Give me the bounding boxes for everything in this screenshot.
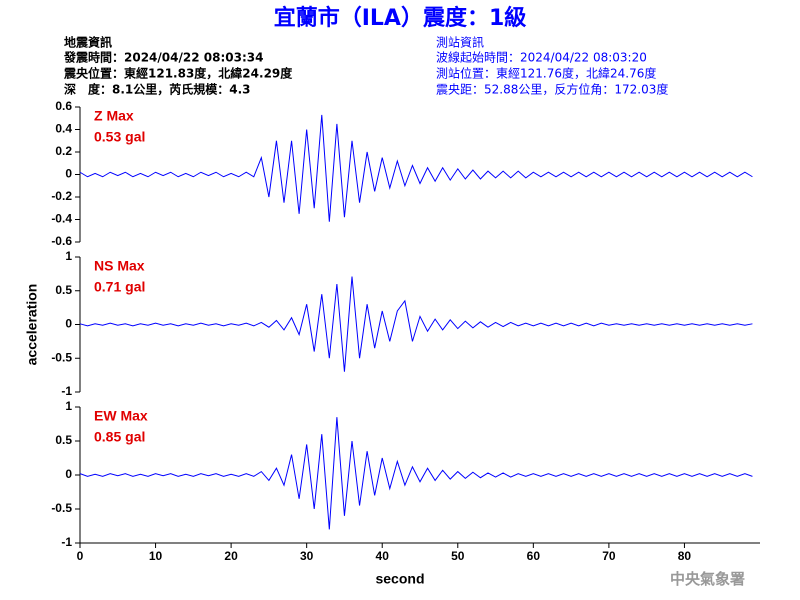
info-line: 地震資訊 [64, 35, 112, 50]
max-label: 0.53 gal [94, 129, 145, 145]
y-tick-label: 0.6 [55, 99, 72, 113]
panel-label: Z Max [94, 108, 134, 124]
max-label: 0.71 gal [94, 279, 145, 295]
y-tick-label: -0.5 [51, 501, 72, 515]
waveform [79, 417, 753, 530]
footer: 中央氣象署 [670, 570, 745, 588]
x-tick-label: 30 [300, 549, 314, 563]
y-tick-label: 0.5 [55, 433, 72, 447]
y-tick-label: 0.5 [55, 283, 72, 297]
x-tick-label: 50 [451, 549, 465, 563]
y-tick-label: -0.5 [51, 350, 72, 364]
waveform [79, 114, 753, 222]
y-tick-label: 0 [65, 167, 72, 181]
info-line: 測站位置：東經121.76度，北緯24.76度 [436, 66, 656, 81]
y-tick-label: 0.2 [55, 144, 72, 158]
y-tick-label: -0.6 [51, 234, 72, 248]
info-line: 震央位置：東經121.83度，北緯24.29度 [64, 66, 293, 81]
x-axis-label: second [375, 571, 424, 587]
y-tick-label: -0.4 [51, 212, 72, 226]
y-tick-label: -1 [61, 384, 72, 398]
chart-title: 宜蘭市（ILA）震度：1級 [274, 5, 527, 31]
y-tick-label: 0 [65, 317, 72, 331]
info-line: 震央距：52.88公里，反方位角：172.03度 [436, 82, 668, 97]
y-tick-label: 0.4 [55, 122, 72, 136]
max-label: 0.85 gal [94, 429, 145, 445]
y-tick-label: 1 [65, 399, 72, 413]
info-line: 測站資訊 [436, 35, 484, 50]
x-tick-label: 10 [149, 549, 163, 563]
x-tick-label: 70 [602, 549, 616, 563]
x-tick-label: 0 [77, 549, 84, 563]
x-tick-label: 80 [678, 549, 692, 563]
x-tick-label: 40 [376, 549, 390, 563]
info-line: 發震時間：2024/04/22 08:03:34 [63, 50, 263, 65]
y-tick-label: -1 [61, 535, 72, 549]
left-info: 地震資訊 發震時間：2024/04/22 08:03:34 震央位置：東經121… [63, 35, 293, 97]
y-tick-label: 1 [65, 249, 72, 263]
y-axis-label: acceleration [24, 284, 40, 366]
panel-label: NS Max [94, 258, 145, 274]
y-tick-label: -0.2 [51, 189, 72, 203]
x-tick-label: 60 [527, 549, 541, 563]
panel-label: EW Max [94, 408, 148, 424]
right-info: 測站資訊 波線起始時間：2024/04/22 08:03:20 測站位置：東經1… [436, 35, 668, 97]
waveform [79, 276, 753, 372]
info-line: 波線起始時間：2024/04/22 08:03:20 [436, 50, 647, 65]
info-line: 深 度：8.1公里，芮氏規模：4.3 [64, 82, 251, 97]
y-tick-label: 0 [65, 467, 72, 481]
x-tick-label: 20 [224, 549, 238, 563]
